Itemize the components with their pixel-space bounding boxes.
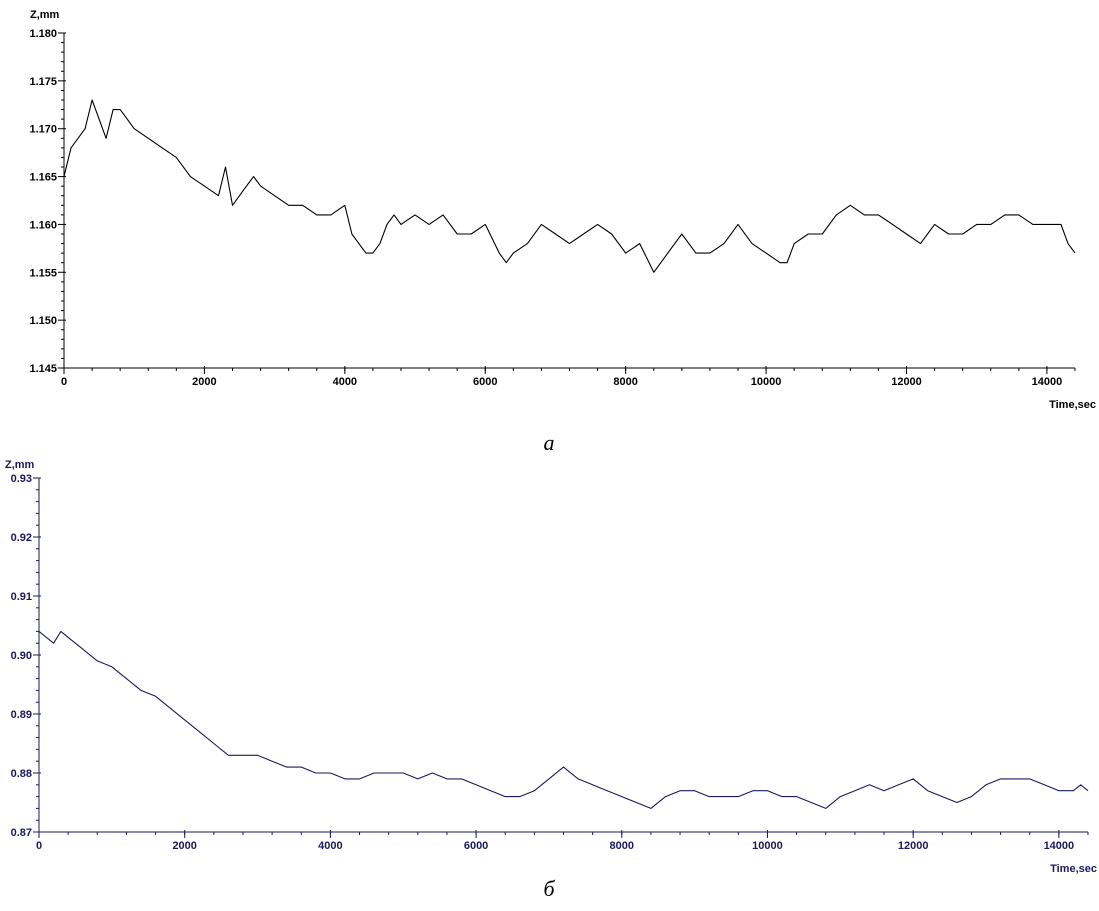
x-tick-label: 14000 bbox=[1032, 376, 1063, 388]
y-axis-title: Z,mm bbox=[30, 9, 60, 21]
y-tick-label: 1.160 bbox=[29, 219, 57, 231]
chart-panel-1: 1.145 1.150 1.155 1.160 1.165 1.170 1.175 1.180… bbox=[29, 9, 1096, 455]
x-axis-title: Time,sec bbox=[1050, 863, 1097, 875]
x-tick-label: 10000 bbox=[751, 376, 782, 388]
panel-label: б bbox=[543, 876, 555, 901]
y-tick-label: 0.90 bbox=[11, 650, 32, 662]
x-tick-label: 2000 bbox=[192, 376, 216, 388]
x-tick-label: 0 bbox=[36, 840, 42, 852]
series-line-1 bbox=[63, 99, 1076, 273]
x-tick-label: 6000 bbox=[473, 376, 497, 388]
x-tick-label: 8000 bbox=[613, 376, 637, 388]
y-tick-label: 1.170 bbox=[29, 124, 57, 136]
y-tick-label: 0.88 bbox=[11, 768, 32, 780]
y-tick-label: 0.92 bbox=[11, 532, 32, 544]
y-axis-title: Z,mm bbox=[5, 459, 35, 471]
x-tick-label: 4000 bbox=[333, 376, 357, 388]
y-tick-label: 1.155 bbox=[29, 267, 57, 279]
series-line-1 bbox=[38, 630, 1089, 809]
x-tick-label: 4000 bbox=[318, 840, 342, 852]
y-tick-label: 1.145 bbox=[29, 363, 57, 375]
y-tick-label: 1.165 bbox=[29, 172, 57, 184]
y-tick-label: 1.180 bbox=[29, 28, 57, 40]
x-tick-label: 12000 bbox=[891, 376, 922, 388]
y-tick-label: 1.150 bbox=[29, 315, 57, 327]
y-tick-label: 0.87 bbox=[11, 827, 32, 839]
y-tick-label: 0.93 bbox=[11, 473, 32, 485]
x-tick-label: 10000 bbox=[752, 840, 783, 852]
y-tick-label: 0.91 bbox=[11, 591, 32, 603]
x-tick-label: 2000 bbox=[172, 840, 196, 852]
x-tick-label: 14000 bbox=[1044, 840, 1075, 852]
x-tick-label: 8000 bbox=[610, 840, 634, 852]
x-tick-label: 6000 bbox=[464, 840, 488, 852]
x-axis-title: Time,sec bbox=[1049, 399, 1096, 411]
y-tick-label: 0.89 bbox=[11, 709, 32, 721]
x-tick-label: 12000 bbox=[898, 840, 929, 852]
chart-panel-2: 0.87 0.88 0.89 0.90 0.91 0.92 0.93 0 2000 4000 600… bbox=[5, 459, 1097, 901]
y-tick-label: 1.175 bbox=[29, 76, 57, 88]
panel-label: а bbox=[544, 430, 555, 455]
x-tick-label: 0 bbox=[61, 376, 67, 388]
